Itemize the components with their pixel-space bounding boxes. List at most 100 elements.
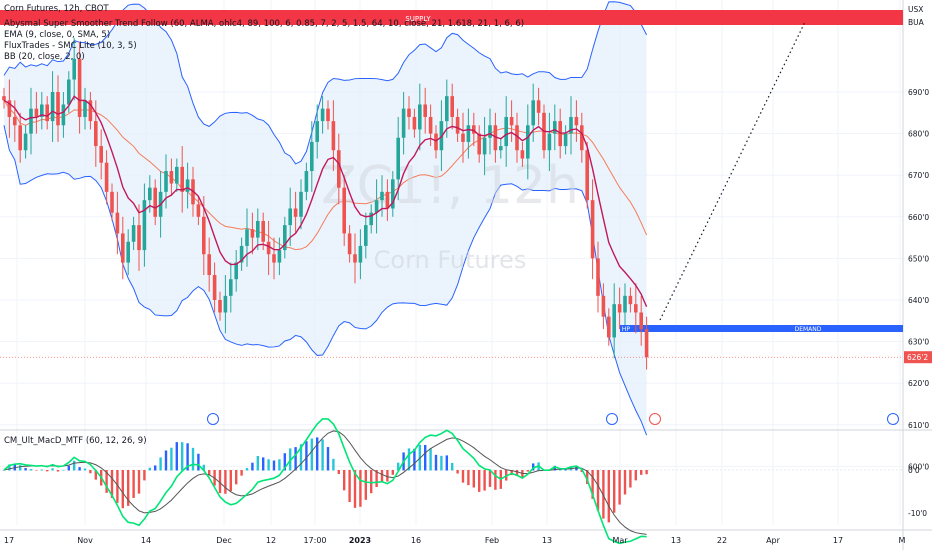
demand-small-label: HP xyxy=(622,326,631,333)
macd-histogram-bar xyxy=(251,462,254,471)
macd-histogram-bar xyxy=(83,468,87,471)
macd-histogram-bar xyxy=(326,447,330,471)
bollinger-basis xyxy=(3,100,648,251)
candle-body xyxy=(310,141,314,172)
macd-histogram-bar xyxy=(407,448,411,471)
macd-histogram-bar xyxy=(272,460,276,471)
macd-histogram-bar xyxy=(35,470,38,471)
macd-histogram-bar xyxy=(348,470,351,503)
time-tick-label: 13 xyxy=(542,536,552,545)
candle-body xyxy=(337,150,341,188)
macd-tick-label: 0'0 xyxy=(908,466,920,475)
macd-histogram-bar xyxy=(305,441,308,471)
last-price-badge xyxy=(904,351,932,364)
macd-histogram-bar xyxy=(175,442,178,471)
price-tick-label: 640'0 xyxy=(908,296,929,305)
candle-body xyxy=(169,171,174,184)
demand-zone xyxy=(620,325,903,332)
macd-histogram-bar xyxy=(197,453,200,471)
macd-histogram-bar xyxy=(343,470,346,491)
macd-histogram-bar xyxy=(267,459,270,471)
candle-body xyxy=(196,204,201,217)
indicator-legend-1[interactable]: Abysmal Super Smoother Trend Follow (60,… xyxy=(4,19,524,30)
candle-body xyxy=(547,133,552,151)
candle-body xyxy=(261,220,265,242)
candle-body xyxy=(526,125,530,159)
candle-body xyxy=(580,125,584,151)
macd-histogram-bar xyxy=(283,453,286,471)
indicator-legend-2[interactable]: EMA (9, close, 0, SMA, 5) xyxy=(4,30,110,41)
macd-histogram-bar xyxy=(170,447,173,471)
candle-body xyxy=(99,146,103,163)
macd-histogram-bar xyxy=(240,470,243,476)
event-marker-icon xyxy=(887,413,899,425)
candle-body xyxy=(110,191,114,213)
macd-histogram-bar xyxy=(413,448,416,471)
time-tick-label: Nov xyxy=(77,536,93,545)
candle-body xyxy=(509,116,514,126)
candle-body xyxy=(50,92,55,122)
macd-histogram-bar xyxy=(127,470,130,506)
candle-body xyxy=(455,116,460,134)
candle-body xyxy=(634,304,638,313)
candle-body xyxy=(374,200,379,213)
candle-body xyxy=(175,166,179,184)
macd-histogram-bar xyxy=(51,468,54,471)
candle-body xyxy=(644,329,649,358)
candle-body xyxy=(180,166,184,192)
bollinger-lower xyxy=(3,125,648,436)
price-tick-label: 630'0 xyxy=(908,338,929,347)
macd-histogram-bar xyxy=(110,470,114,499)
macd-histogram-bar xyxy=(456,470,459,474)
candle-body xyxy=(153,187,157,217)
candle-body xyxy=(115,212,120,234)
macd-signal-line xyxy=(3,430,647,535)
candle-body xyxy=(607,316,611,338)
candle-body xyxy=(369,212,373,226)
last-price-label: 626'2 xyxy=(907,353,928,362)
symbol-legend[interactable]: Corn Futures, 12h, CBOT xyxy=(4,4,109,15)
bollinger-upper xyxy=(3,1,648,165)
candle-body xyxy=(461,133,465,142)
candle-body xyxy=(304,171,309,192)
macd-histogram-bar xyxy=(613,470,616,513)
macd-histogram-bar xyxy=(78,467,81,471)
candle-body xyxy=(7,100,12,117)
macd-histogram-bar xyxy=(429,448,432,471)
candle-body xyxy=(83,100,87,117)
macd-histogram-bar xyxy=(629,470,632,488)
macd-histogram-bar xyxy=(8,464,11,471)
candle-body xyxy=(358,245,363,263)
candle-body xyxy=(77,58,82,117)
macd-histogram-bar xyxy=(186,443,189,471)
macd-histogram-bar xyxy=(73,460,76,471)
macd-histogram-bar xyxy=(256,456,259,471)
indicator-legend-4[interactable]: BB (20, close, 2, 0) xyxy=(4,52,85,63)
event-marker-icon xyxy=(606,413,618,425)
candle-body xyxy=(423,104,427,117)
event-marker-icon xyxy=(207,413,219,425)
macd-histogram-bar xyxy=(386,470,389,482)
macd-histogram-bar xyxy=(434,454,438,471)
candle-body xyxy=(299,191,303,217)
candle-body xyxy=(320,108,325,122)
time-tick-label: 12 xyxy=(266,536,276,545)
watermark-name: Corn Futures xyxy=(374,246,527,274)
macd-histogram-bar xyxy=(316,437,319,471)
candle-body xyxy=(596,258,600,296)
macd-histogram-bar xyxy=(645,470,648,475)
time-tick-label: Apr xyxy=(766,536,781,545)
price-tick-label: 690'0 xyxy=(908,88,929,97)
macd-histogram-bar xyxy=(321,439,324,471)
macd-legend[interactable]: CM_Ult_MacD_MTF (60, 12, 26, 9) xyxy=(4,436,147,447)
macd-histogram-bar xyxy=(591,470,594,499)
candle-body xyxy=(256,220,260,238)
macd-histogram-bar xyxy=(56,470,60,472)
candle-body xyxy=(477,133,481,155)
macd-histogram-bar xyxy=(116,470,119,503)
candle-body xyxy=(504,116,508,147)
indicator-legend-3[interactable]: FluxTrades - SMC Lite (10, 3, 5) xyxy=(4,41,137,52)
time-tick-label: 22 xyxy=(717,536,727,545)
macd-histogram-bar xyxy=(580,470,583,473)
